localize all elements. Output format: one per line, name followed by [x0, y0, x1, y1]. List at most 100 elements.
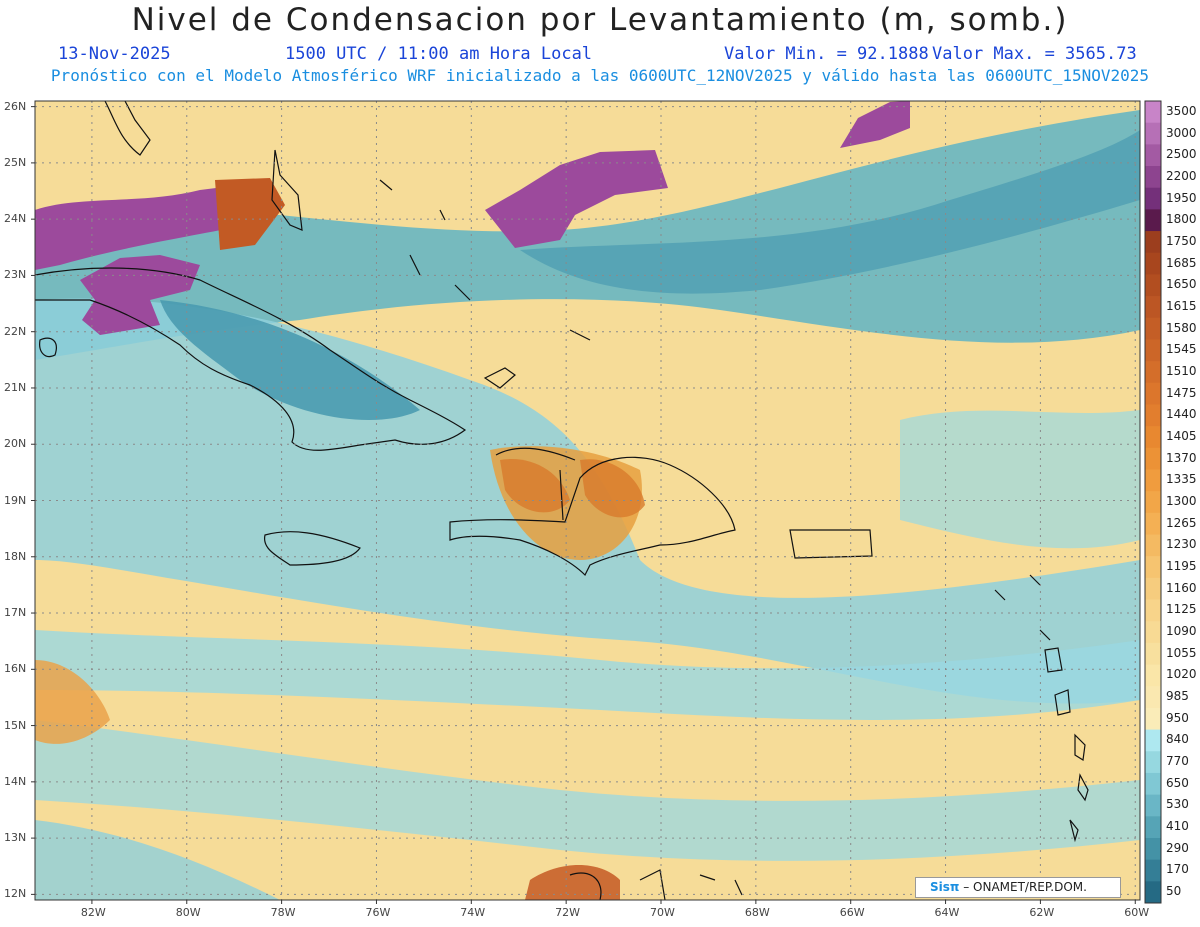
colorbar-swatch — [1145, 751, 1161, 774]
colorbar-level-label: 530 — [1166, 797, 1189, 812]
lon-label: 72W — [555, 906, 581, 919]
colorbar-level-label: 1615 — [1166, 298, 1197, 313]
lat-label: 14N — [4, 774, 27, 788]
lon-label: 62W — [1029, 906, 1055, 919]
colorbar-swatch — [1145, 252, 1161, 275]
colorbar-swatch — [1145, 469, 1161, 492]
colorbar-swatch — [1145, 816, 1161, 839]
colorbar-level-label: 3500 — [1166, 103, 1197, 118]
colorbar-swatch — [1145, 642, 1161, 666]
lat-label: 21N — [4, 380, 27, 394]
map-title: Nivel de Condensacion por Levantamiento … — [131, 2, 1069, 38]
lat-label: 12N — [4, 887, 27, 901]
lon-label: 68W — [744, 906, 770, 919]
colorbar-level-label: 1335 — [1166, 472, 1197, 487]
colorbar-swatch — [1145, 859, 1161, 882]
valor-min: Valor Min. = 92.1888 — [724, 44, 929, 64]
colorbar-level-label: 1055 — [1166, 645, 1197, 660]
axis-ticks — [31, 106, 1136, 904]
colorbar-swatch — [1145, 361, 1161, 384]
colorbar-level-label: 1405 — [1166, 428, 1197, 443]
lon-label: 78W — [270, 906, 296, 919]
colorbar-swatch — [1145, 101, 1161, 124]
sispi-logo: Sisπ — [930, 880, 960, 894]
lon-label: 70W — [650, 906, 675, 919]
lon-label: 82W — [80, 906, 106, 919]
colorbar-level-label: 290 — [1166, 840, 1189, 855]
colorbar-level-label: 1650 — [1166, 277, 1197, 292]
colorbar-level-label: 950 — [1166, 710, 1189, 725]
lat-label: 19N — [4, 493, 27, 507]
colorbar-swatch — [1145, 664, 1161, 687]
colorbar-level-label: 985 — [1166, 689, 1189, 704]
lat-label: 22N — [4, 324, 27, 338]
colorbar-level-label: 840 — [1166, 732, 1189, 747]
lat-label: 18N — [4, 549, 27, 563]
colorbar-swatch — [1145, 491, 1161, 514]
colorbar-level-label: 1230 — [1166, 537, 1197, 552]
colorbar-level-label: 1475 — [1166, 385, 1197, 400]
colorbar-swatch — [1145, 837, 1161, 861]
colorbar-level-label: 1160 — [1166, 580, 1197, 595]
colorbar-swatch — [1145, 404, 1161, 427]
colorbar-swatch — [1145, 187, 1161, 210]
colorbar-swatch — [1145, 686, 1161, 709]
forecast-time: 1500 UTC / 11:00 am Hora Local — [285, 44, 593, 64]
colorbar-swatch — [1145, 707, 1161, 731]
colorbar-level-label: 410 — [1166, 819, 1189, 834]
lat-label: 26N — [4, 99, 27, 113]
colorbar-swatch — [1145, 512, 1161, 536]
colorbar-swatch — [1145, 274, 1161, 297]
lat-label: 25N — [4, 155, 27, 169]
colorbar-level-label: 50 — [1166, 884, 1182, 899]
colorbar-level-label: 1020 — [1166, 667, 1197, 682]
lon-label: 80W — [175, 906, 201, 919]
valor-max: Valor Max. = 3565.73 — [932, 44, 1137, 64]
colorbar-level-label: 1750 — [1166, 233, 1197, 248]
lat-label: 17N — [4, 606, 27, 620]
colorbar-swatch — [1145, 339, 1161, 362]
lat-label: 13N — [4, 831, 27, 845]
colorbar-level-label: 1300 — [1166, 494, 1197, 508]
colorbar-swatch — [1145, 447, 1161, 470]
colorbar-swatch — [1145, 556, 1161, 579]
colorbar-level-label: 1265 — [1166, 515, 1197, 530]
colorbar-swatch — [1145, 426, 1161, 449]
lat-label: 24N — [4, 212, 27, 226]
coastlines — [35, 101, 1089, 900]
colorbar-swatch — [1145, 122, 1161, 145]
colorbar-swatch — [1145, 577, 1161, 601]
colorbar-level-label: 1545 — [1166, 342, 1197, 357]
colorbar-swatch — [1145, 144, 1161, 167]
credit-box: Sisπ – ONAMET/REP.DOM. — [915, 877, 1121, 898]
colorbar-swatch — [1145, 231, 1161, 254]
colorbar-level-label: 1580 — [1166, 320, 1197, 335]
colorbar — [1144, 100, 1162, 904]
colorbar-swatch — [1145, 599, 1161, 622]
forecast-date: 13-Nov-2025 — [58, 44, 171, 64]
colorbar-swatch — [1145, 621, 1161, 644]
colorbar-level-label: 1510 — [1166, 363, 1197, 378]
colorbar-swatch — [1145, 881, 1161, 904]
lat-label: 15N — [4, 718, 27, 732]
colorbar-level-label: 170 — [1166, 862, 1189, 877]
lon-label: 66W — [839, 906, 865, 919]
colorbar-level-label: 1950 — [1166, 190, 1197, 205]
lat-label: 23N — [4, 268, 27, 282]
colorbar-level-label: 1800 — [1166, 212, 1197, 227]
colorbar-swatch — [1145, 296, 1161, 319]
colorbar-swatch — [1145, 317, 1161, 340]
colorbar-swatch — [1145, 534, 1161, 557]
colorbar-swatch — [1145, 166, 1161, 189]
lat-label: 20N — [4, 437, 27, 451]
colorbar-level-label: 1195 — [1166, 559, 1197, 574]
colorbar-level-label: 1125 — [1166, 602, 1197, 617]
colorbar-swatch — [1145, 209, 1161, 232]
colorbar-level-label: 1370 — [1166, 450, 1197, 465]
colorbar-level-label: 3000 — [1166, 125, 1197, 140]
map-plot-area — [35, 101, 1140, 900]
lat-label: 16N — [4, 662, 27, 676]
colorbar-swatch — [1145, 794, 1161, 817]
colorbar-swatch — [1145, 772, 1161, 796]
